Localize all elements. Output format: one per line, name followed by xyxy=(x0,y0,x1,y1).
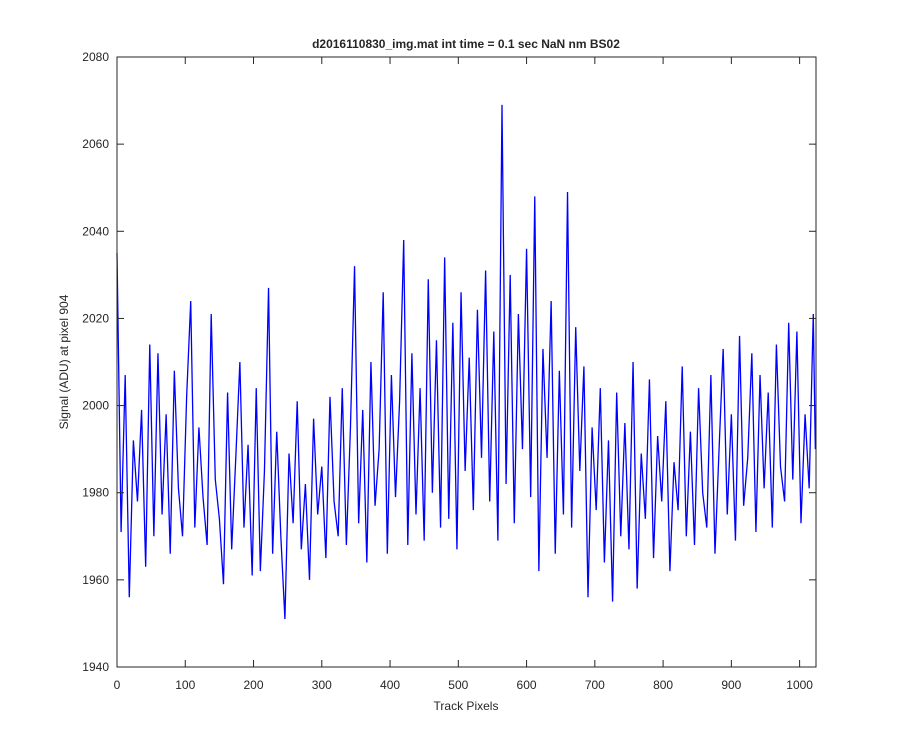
y-tick-label: 1960 xyxy=(82,573,109,587)
y-tick-label: 2080 xyxy=(82,50,109,64)
x-tick-label: 100 xyxy=(175,678,195,692)
plot-box xyxy=(116,56,817,668)
x-tick-label: 600 xyxy=(517,678,537,692)
y-axis-label: Signal (ADU) at pixel 904 xyxy=(57,294,71,429)
x-tick-label: 200 xyxy=(244,678,264,692)
x-tick-label: 400 xyxy=(380,678,400,692)
x-tick-label: 800 xyxy=(653,678,673,692)
y-tick-label: 2040 xyxy=(82,224,109,238)
x-axis-label: Track Pixels xyxy=(434,699,499,713)
y-tick-label: 1940 xyxy=(82,660,109,674)
y-tick-label: 2060 xyxy=(82,137,109,151)
x-tick-label: 1000 xyxy=(786,678,813,692)
y-tick-label: 2000 xyxy=(82,399,109,413)
x-tick-label: 300 xyxy=(312,678,332,692)
y-tick-label: 2020 xyxy=(82,311,109,325)
x-tick-label: 0 xyxy=(114,678,121,692)
x-tick-label: 900 xyxy=(721,678,741,692)
chart-title: d2016110830_img.mat int time = 0.1 sec N… xyxy=(312,37,620,51)
data-line xyxy=(116,104,816,620)
x-tick-label: 500 xyxy=(448,678,468,692)
y-tick-label: 1980 xyxy=(82,486,109,500)
x-tick-label: 700 xyxy=(585,678,605,692)
